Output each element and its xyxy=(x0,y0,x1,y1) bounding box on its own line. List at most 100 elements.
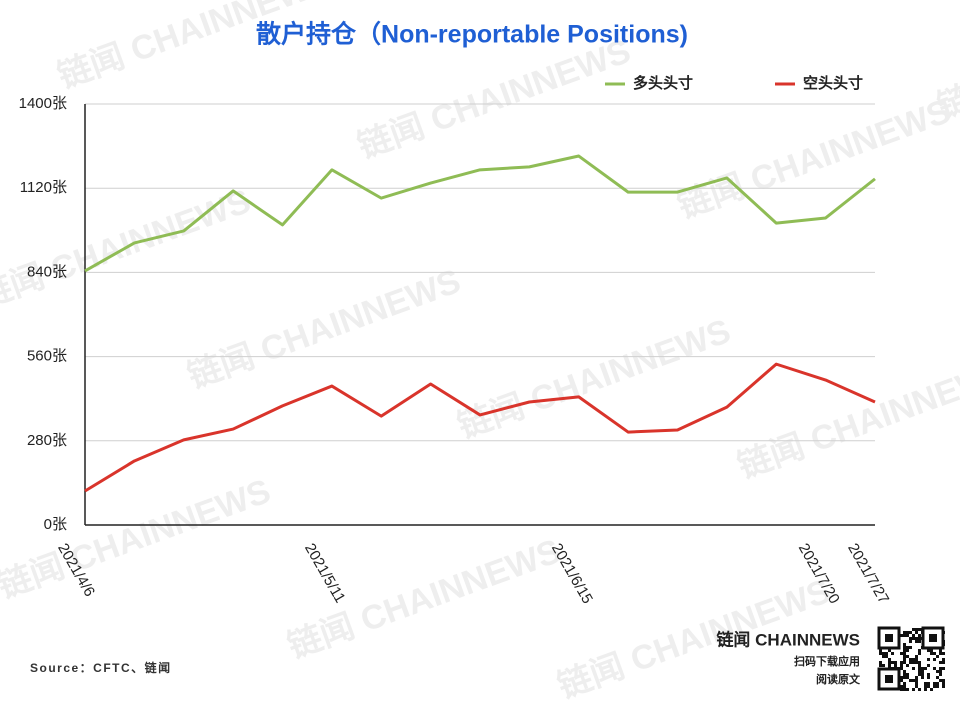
qr-cell xyxy=(906,688,909,691)
qr-cell xyxy=(903,676,906,679)
qr-cell xyxy=(879,652,882,655)
qr-cell xyxy=(903,646,906,649)
y-tick-label: 840张 xyxy=(27,263,67,280)
qr-cell xyxy=(903,682,906,685)
qr-cell xyxy=(903,655,906,658)
qr-cell xyxy=(918,652,921,655)
qr-cell xyxy=(933,652,936,655)
qr-cell xyxy=(882,664,885,667)
qr-cell xyxy=(930,688,933,691)
qr-cell xyxy=(930,649,933,652)
qr-cell xyxy=(912,688,915,691)
qr-cell xyxy=(918,640,921,643)
qr-cell xyxy=(906,655,909,658)
qr-cell xyxy=(903,643,906,646)
qr-cell xyxy=(927,649,930,652)
qr-cell xyxy=(936,682,939,685)
qr-cell xyxy=(912,637,915,640)
qr-cell xyxy=(882,652,885,655)
qr-cell xyxy=(909,679,912,682)
qr-cell xyxy=(903,634,906,637)
qr-cell xyxy=(921,670,924,673)
qr-cell xyxy=(942,679,945,682)
qr-cell xyxy=(939,679,942,682)
qr-cell xyxy=(903,673,906,676)
qr-cell xyxy=(915,679,918,682)
legend-label: 多头头寸 xyxy=(633,74,693,92)
series-line xyxy=(84,362,876,493)
qr-cell xyxy=(906,676,909,679)
qr-cell xyxy=(912,658,915,661)
x-tick-label: 2021/7/27 xyxy=(844,540,892,606)
qr-cell xyxy=(927,676,930,679)
qr-cell xyxy=(912,661,915,664)
qr-cell xyxy=(918,664,921,667)
qr-code xyxy=(877,626,945,691)
qr-cell xyxy=(915,676,918,679)
qr-cell xyxy=(936,676,939,679)
qr-cell xyxy=(936,655,939,658)
qr-cell xyxy=(903,649,906,652)
read-text: 阅读原文 xyxy=(816,672,861,686)
qr-cell xyxy=(918,628,921,631)
qr-cell xyxy=(900,685,903,688)
x-tick-label: 2021/5/11 xyxy=(301,540,349,605)
qr-cell xyxy=(900,652,903,655)
watermark: 链闻 CHAINNEWS xyxy=(283,532,566,666)
y-tick-label: 0张 xyxy=(44,516,67,533)
qr-cell xyxy=(939,661,942,664)
qr-cell xyxy=(915,628,918,631)
qr-cell xyxy=(879,664,882,667)
brand: 链闻 CHAINNEWS xyxy=(716,629,860,649)
qr-cell xyxy=(933,682,936,685)
qr-cell xyxy=(942,685,945,688)
qr-cell xyxy=(942,682,945,685)
app-text: 扫码下载应用 xyxy=(794,654,860,668)
qr-cell xyxy=(909,637,912,640)
qr-cell xyxy=(900,634,903,637)
qr-cell xyxy=(936,685,939,688)
qr-cell xyxy=(915,640,918,643)
qr-cell xyxy=(900,688,903,691)
qr-cell xyxy=(933,685,936,688)
qr-cell xyxy=(942,667,945,670)
qr-cell xyxy=(903,685,906,688)
qr-cell xyxy=(903,670,906,673)
qr-cell xyxy=(906,646,909,649)
qr-cell xyxy=(933,667,936,670)
qr-finder-dot xyxy=(885,634,893,642)
qr-cell xyxy=(891,661,894,664)
qr-cell xyxy=(888,649,891,652)
qr-cell xyxy=(927,685,930,688)
qr-cell xyxy=(927,673,930,676)
qr-cell xyxy=(909,661,912,664)
y-tick-label: 1120张 xyxy=(20,179,67,196)
watermark: 链闻 CHAINNEWS xyxy=(673,92,956,226)
qr-cell xyxy=(933,658,936,661)
qr-cell xyxy=(903,688,906,691)
qr-cell xyxy=(918,688,921,691)
qr-cell xyxy=(939,670,942,673)
qr-cell xyxy=(879,649,882,652)
qr-cell xyxy=(912,667,915,670)
qr-cell xyxy=(903,652,906,655)
qr-cell xyxy=(885,655,888,658)
qr-cell xyxy=(915,685,918,688)
qr-cell xyxy=(921,676,924,679)
source: Source：CFTC、链闻 xyxy=(30,660,172,675)
qr-cell xyxy=(888,658,891,661)
qr-cell xyxy=(924,685,927,688)
qr-cell xyxy=(909,640,912,643)
qr-cell xyxy=(903,661,906,664)
qr-cell xyxy=(906,673,909,676)
qr-cell xyxy=(912,679,915,682)
y-tick-label: 1400张 xyxy=(19,95,67,112)
qr-cell xyxy=(942,658,945,661)
qr-cell xyxy=(906,631,909,634)
qr-finder-dot xyxy=(885,675,893,683)
qr-cell xyxy=(906,664,909,667)
qr-cell xyxy=(906,649,909,652)
qr-cell xyxy=(882,655,885,658)
qr-cell xyxy=(888,661,891,664)
